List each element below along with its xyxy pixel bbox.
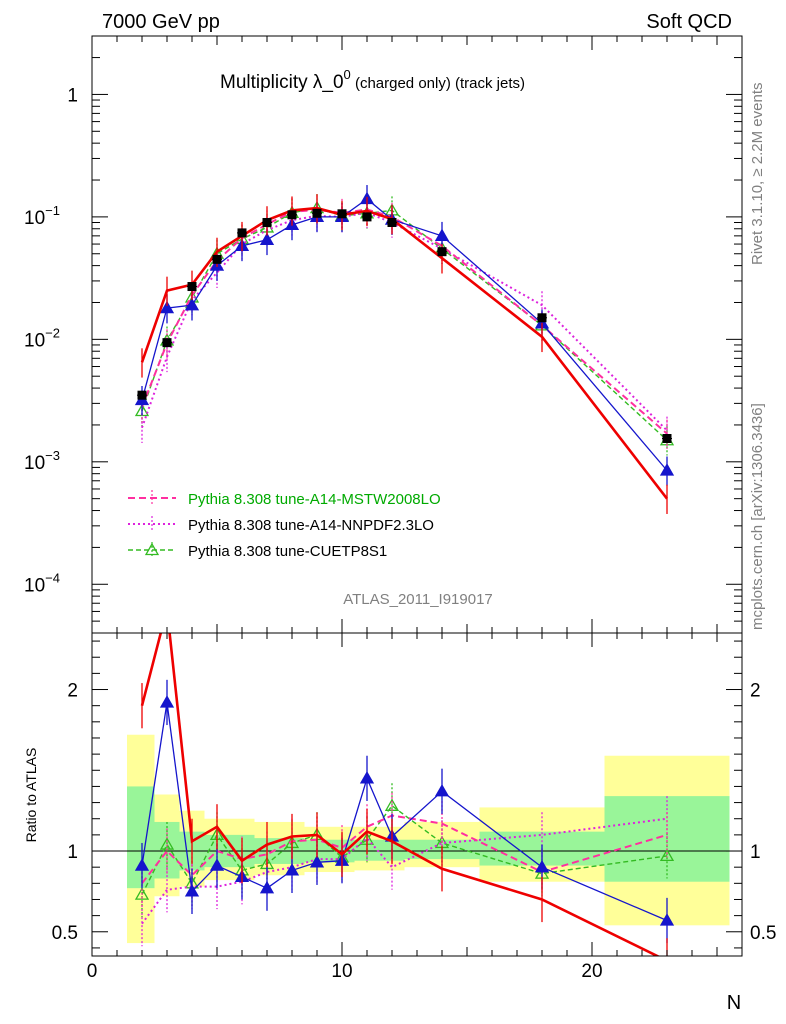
data-point-2 <box>187 282 197 292</box>
main-a14_nnpdf-line <box>141 211 668 432</box>
ratio-series <box>134 633 675 956</box>
analysis-id-label: ATLAS_2011_I919017 <box>343 591 493 608</box>
ratio-cuetp8s1-marker-13 <box>659 848 675 862</box>
ratio-mc_blue-marker-1 <box>159 695 175 708</box>
main-mc_blue-marker-5 <box>259 232 275 245</box>
data-point-7 <box>312 208 322 218</box>
y-tick-base-2: 10 <box>24 330 45 351</box>
r-tick-label-left-0.5: 0.5 <box>52 923 78 944</box>
ratio-mc_blue-marker-9 <box>359 771 375 784</box>
data-points <box>137 208 672 444</box>
data-point-11 <box>437 247 447 257</box>
y-tick-label-2: 10−2 <box>24 325 60 351</box>
ratio-mc_blue-marker-0 <box>134 858 150 871</box>
y-tick-exp-4: −4 <box>45 570 60 585</box>
r-tick-label-left-1: 1 <box>67 842 78 863</box>
plot-title-sup: 0 <box>344 67 351 82</box>
y-tick-label-0: 1 <box>67 85 78 106</box>
legend-marker-2 <box>144 542 160 556</box>
plot-title-main: Multiplicity λ_0 <box>220 72 344 93</box>
side-text-top: Rivet 3.1.10, ≥ 2.2M events <box>749 83 766 266</box>
x-axis-label: N <box>727 992 741 1014</box>
main-a14_mstw <box>141 195 668 449</box>
plot-title-suffix: (charged only) (track jets) <box>351 75 525 92</box>
main-a14_nnpdf <box>141 198 668 446</box>
main-mc_blue-marker-1 <box>159 300 175 314</box>
ratio-mc_blue-marker-7 <box>309 855 325 868</box>
y-tick-base-4: 10 <box>24 575 45 596</box>
main-cuetp8s1-line <box>141 207 668 441</box>
ratio-mc_blue-line <box>141 702 668 922</box>
legend: Pythia 8.308 tune-A14-MSTW2008LO Pythia 8… <box>128 490 441 560</box>
y-tick-exp-1: −1 <box>45 203 60 218</box>
data-point-9 <box>362 212 372 222</box>
data-point-10 <box>387 217 397 227</box>
ratio-a14_mstw-line <box>141 814 668 884</box>
ratio-cuetp8s1-line <box>141 804 668 895</box>
legend-label-0: Pythia 8.308 tune-A14-MSTW2008LO <box>188 491 441 508</box>
data-point-0 <box>137 390 147 400</box>
data-point-1 <box>162 338 172 348</box>
side-text-bottom: mcplots.cern.ch [arXiv:1306.3436] <box>749 403 766 630</box>
r-tick-label-right-0.5: 0.5 <box>750 923 776 944</box>
data-point-8 <box>337 209 347 219</box>
header-right: Soft QCD <box>646 11 732 33</box>
main-mc_blue-marker-2 <box>184 297 200 311</box>
ratio-mc_blue-marker-12 <box>534 859 550 873</box>
ratio-mc_blue-marker-2 <box>184 884 200 897</box>
r-tick-label-left-2: 2 <box>67 681 78 702</box>
data-point-6 <box>287 210 297 220</box>
ratio-uncertainty-bands <box>92 734 742 944</box>
y-tick-base-1: 10 <box>24 208 45 229</box>
main-mc_blue-marker-11 <box>434 228 450 242</box>
legend-label-1: Pythia 8.308 tune-A14-NNPDF2.3LO <box>188 517 434 534</box>
x-tick-label-20: 20 <box>581 961 602 982</box>
main-mc_red <box>140 194 669 514</box>
y-tick-exp-2: −2 <box>45 325 60 340</box>
data-point-5 <box>262 217 272 227</box>
ratio-mc_blue-marker-13 <box>659 913 675 926</box>
ratio-mc_blue-marker-11 <box>434 783 450 797</box>
data-point-12 <box>537 313 547 323</box>
x-tick-label-10: 10 <box>331 961 352 982</box>
main-mc_blue-line <box>141 198 668 471</box>
data-point-4 <box>237 228 247 238</box>
y-tick-label-1: 10−1 <box>24 203 60 229</box>
main-mc_blue-marker-13 <box>659 463 675 476</box>
y-tick-base-3: 10 <box>24 453 45 474</box>
ratio-mc_blue-marker-5 <box>259 880 275 894</box>
main-a14_mstw-line <box>141 208 668 435</box>
ratio-mc_red <box>140 633 668 956</box>
main-mc_red-line <box>140 206 669 500</box>
y-tick-label-3: 10−3 <box>24 448 60 474</box>
plot-title: Multiplicity λ_00 (charged only) (track … <box>220 67 525 93</box>
y-axis-label: Ratio to ATLAS <box>23 748 39 843</box>
legend-label-2: Pythia 8.308 tune-CUETP8S1 <box>188 543 387 560</box>
y-tick-label-4: 10−4 <box>24 570 60 596</box>
data-point-13 <box>662 434 672 444</box>
ratio-mc_red-line <box>140 633 661 956</box>
ratio-mc_blue-marker-3 <box>209 858 225 871</box>
ratio-mc_blue-marker-6 <box>284 863 300 876</box>
r-tick-label-right-1: 1 <box>750 842 761 863</box>
y-tick-exp-3: −3 <box>45 448 60 463</box>
header-left: 7000 GeV pp <box>102 11 220 33</box>
data-point-3 <box>212 254 222 264</box>
x-tick-label-0: 0 <box>87 961 98 982</box>
ratio-cuetp8s1-marker-0 <box>134 887 150 900</box>
main-series <box>134 185 675 514</box>
band-green-0 <box>127 786 155 889</box>
r-tick-label-right-2: 2 <box>750 681 761 702</box>
main-cuetp8s1 <box>134 194 675 456</box>
